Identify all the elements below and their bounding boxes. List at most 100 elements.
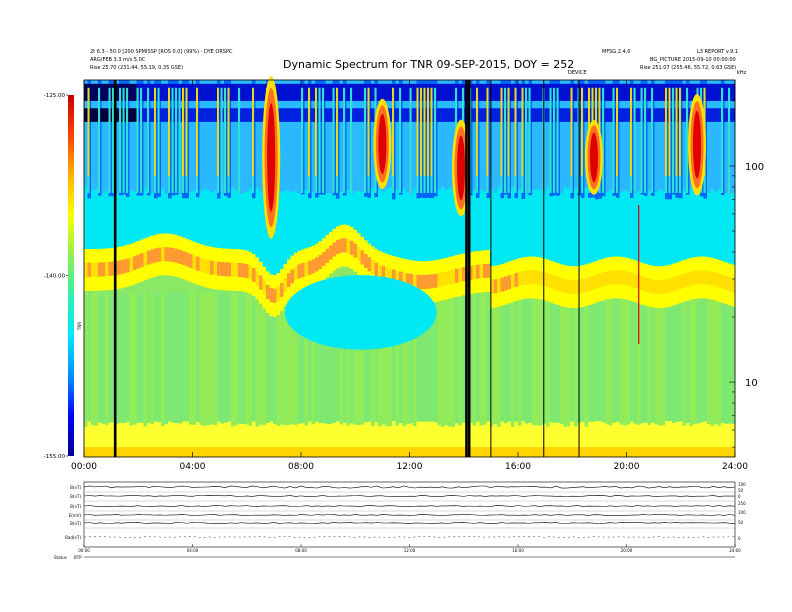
dark-strip-cell — [371, 108, 375, 122]
yellow-floor-cell — [476, 421, 480, 457]
dark-strip-cell — [357, 108, 361, 122]
x-tick-label: 16:00 — [505, 462, 531, 472]
blue-band-cell — [479, 80, 484, 190]
blue-band-cell — [437, 80, 442, 191]
blue-band-cell — [560, 80, 564, 193]
dark-strip-cell — [385, 83, 389, 101]
ridge-core-cell — [633, 273, 638, 289]
ridge-core-cell — [490, 279, 494, 294]
ridge-core-cell — [280, 282, 284, 297]
blue-band-cell — [189, 80, 193, 192]
dark-strip-cell — [339, 83, 344, 101]
blue-band-cell — [231, 80, 235, 188]
streak-cell — [651, 87, 654, 193]
cyan-band-cell — [101, 193, 106, 249]
dark-strip-cell — [346, 108, 351, 122]
cyan-band-cell — [245, 192, 249, 251]
cyan-band-cell — [661, 190, 666, 266]
dark-strip-cell — [479, 83, 484, 101]
cyan-band-cell — [532, 190, 536, 257]
dark-strip-cell — [395, 83, 400, 101]
yellow-floor-cell — [164, 423, 169, 457]
blue-band-cell — [574, 80, 578, 189]
orange-floor-cell — [710, 447, 715, 457]
green-band-cell — [654, 292, 659, 431]
yellow-floor-cell — [560, 423, 564, 457]
dark-strip-cell — [546, 108, 550, 122]
green-band-cell — [441, 292, 445, 431]
lower-row-label: B(nT) — [70, 494, 81, 499]
yellow-floor-cell — [143, 426, 148, 457]
cyan-band-cell — [315, 197, 319, 244]
yellow-floor-cell — [252, 421, 256, 457]
streak-cell — [728, 87, 731, 193]
yellow-floor-cell — [574, 426, 578, 457]
green-band-cell — [374, 292, 379, 431]
green-band-cell — [385, 292, 389, 431]
cyan-band-cell — [399, 194, 403, 258]
green-band-cell — [430, 292, 435, 431]
yellow-floor-cell — [206, 425, 211, 457]
ridge-core-cell — [350, 240, 354, 255]
green-band-cell — [605, 292, 610, 431]
dark-strip-cell — [101, 83, 106, 101]
ridge-core-cell — [136, 254, 141, 269]
dark-strip-cell — [724, 83, 729, 101]
ridge-core-cell — [406, 273, 410, 288]
yellow-floor-cell — [602, 422, 606, 457]
dark-strip-cell — [203, 108, 207, 122]
orange-floor-cell — [504, 447, 508, 457]
green-band-cell — [168, 292, 172, 431]
ridge-core-cell — [693, 270, 697, 285]
yellow-floor-cell — [101, 423, 106, 457]
blue-band-cell — [245, 80, 249, 193]
blue-band-cell — [164, 80, 169, 194]
cyan-band-cell — [675, 197, 680, 263]
orange-floor-cell — [203, 447, 207, 457]
colorbar-tick-label: -155.00 — [44, 454, 66, 460]
cyan-band-cell — [437, 190, 442, 260]
yellow-floor-cell — [689, 426, 694, 457]
dark-strip-cell — [259, 108, 263, 122]
dark-strip-cell — [406, 83, 410, 101]
dark-strip-cell — [609, 108, 613, 122]
yellow-floor-cell — [367, 421, 372, 457]
green-band-cell — [101, 292, 106, 431]
cyan-band-cell — [476, 197, 480, 251]
yellow-floor-cell — [346, 425, 351, 457]
dark-strip-cell — [360, 108, 365, 122]
cyan-band-cell — [227, 197, 232, 249]
yellow-floor-cell — [350, 423, 354, 457]
ridge-core-cell — [430, 274, 435, 289]
ridge-core-cell — [161, 247, 165, 262]
yellow-floor-cell — [84, 426, 88, 457]
green-band-cell — [423, 292, 428, 431]
dark-strip-cell — [682, 108, 687, 122]
orange-floor-cell — [651, 447, 655, 457]
cyan-band-cell — [430, 198, 435, 261]
dark-strip-cell — [724, 108, 729, 122]
yellow-floor-cell — [542, 423, 547, 457]
green-band-cell — [731, 292, 736, 431]
x-tick-label: 08:00 — [288, 462, 314, 472]
green-band-cell — [668, 292, 673, 431]
orange-floor-cell — [563, 447, 568, 457]
streak-cell — [434, 87, 437, 193]
cyan-band-cell — [658, 189, 662, 267]
ridge-core-cell — [588, 276, 592, 291]
yellow-floor-cell — [196, 421, 200, 457]
yellow-floor-cell — [567, 426, 571, 457]
yellow-floor-cell — [98, 422, 102, 457]
green-band-cell — [493, 292, 498, 431]
blue-band-cell — [710, 80, 715, 190]
ridge-core-cell — [304, 261, 309, 276]
dark-strip-cell — [623, 83, 627, 101]
orange-floor-cell — [532, 447, 536, 457]
cyan-band-cell — [504, 194, 508, 263]
cyan-band-cell — [710, 189, 715, 258]
cyan-band-cell — [192, 190, 197, 242]
yellow-floor-cell — [269, 421, 274, 457]
orange-floor-cell — [528, 447, 533, 457]
orange-floor-cell — [108, 447, 113, 457]
orange-floor-cell — [507, 447, 512, 457]
